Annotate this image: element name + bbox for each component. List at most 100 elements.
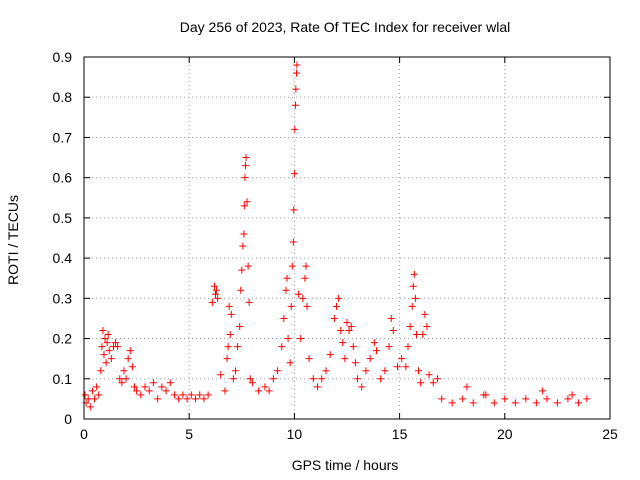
data-point [280,314,288,322]
data-point [349,343,357,351]
data-point [583,395,591,403]
data-point [406,322,414,330]
x-tick-label: 5 [185,426,193,442]
data-point [179,391,187,399]
data-point [241,174,249,182]
data-point [322,367,330,375]
data-point [370,339,378,347]
data-point [196,391,204,399]
data-point [482,391,490,399]
data-point [86,403,94,411]
data-point [120,367,128,375]
data-point [214,294,222,302]
data-point [291,101,299,109]
data-point [423,322,431,330]
data-point [411,294,419,302]
data-point [448,399,456,407]
data-point [240,202,248,210]
chart-title: Day 256 of 2023, Rate Of TEC Index for r… [180,19,510,35]
data-point [93,383,101,391]
data-point [265,387,273,395]
data-point [107,355,115,363]
y-tick-label: 0.7 [53,129,73,145]
data-point [145,387,153,395]
data-point [212,290,219,298]
y-axis-label: ROTI / TECUs [5,195,21,285]
data-point [240,230,248,238]
data-point [425,371,433,379]
data-point [242,162,250,170]
data-point [210,282,218,290]
data-point [511,399,519,407]
data-point [288,262,296,270]
data-point [501,395,509,403]
data-point [104,331,112,339]
data-point [255,387,263,395]
data-point [290,170,298,178]
data-point [101,335,109,343]
data-point [429,379,437,387]
data-point [381,367,389,375]
data-point [242,154,250,162]
data-point [351,359,359,367]
data-point [141,383,149,391]
data-point [459,395,467,403]
data-point [91,395,99,403]
data-point [162,387,170,395]
data-point [469,399,477,407]
data-point [568,391,576,399]
data-point [553,399,561,407]
data-point [297,335,305,343]
data-point [237,286,245,294]
data-point [95,391,103,399]
data-point [103,339,111,347]
data-point [302,262,310,270]
data-point [362,367,370,375]
data-point [417,379,425,387]
data-point [204,391,212,399]
data-point [408,302,416,310]
data-point [393,363,401,371]
data-point [404,343,412,351]
data-points [81,61,591,411]
data-point [225,302,233,310]
y-tick-label: 0.9 [53,49,73,65]
data-point [433,375,441,383]
data-point [387,314,395,322]
y-tick-label: 0.4 [53,250,73,266]
data-point [88,387,96,395]
data-point [208,298,216,306]
x-tick-label: 20 [497,426,513,442]
data-point [234,343,242,351]
data-point [102,359,110,367]
data-point [332,302,340,310]
data-point [301,274,309,282]
data-point [245,298,253,306]
data-point [291,125,299,133]
data-point [286,359,294,367]
data-point [221,387,229,395]
data-point [318,375,326,383]
data-point [192,395,200,403]
y-tick-label: 0.3 [53,290,73,306]
data-point [337,327,345,335]
y-tick-label: 0.8 [53,89,73,105]
data-point [239,242,247,250]
data-point [409,282,417,290]
x-tick-label: 15 [392,426,408,442]
data-point [438,395,446,403]
data-point [97,367,105,375]
data-point [105,347,113,355]
data-point [226,331,234,339]
y-tick-label: 0.2 [53,331,73,347]
data-point [402,363,410,371]
data-point [490,399,498,407]
data-point [463,383,471,391]
data-point [289,238,297,246]
data-point [81,391,89,399]
data-point [343,318,351,326]
data-point [130,383,138,391]
data-point [415,367,423,375]
data-point [231,367,239,375]
data-point [244,262,252,270]
